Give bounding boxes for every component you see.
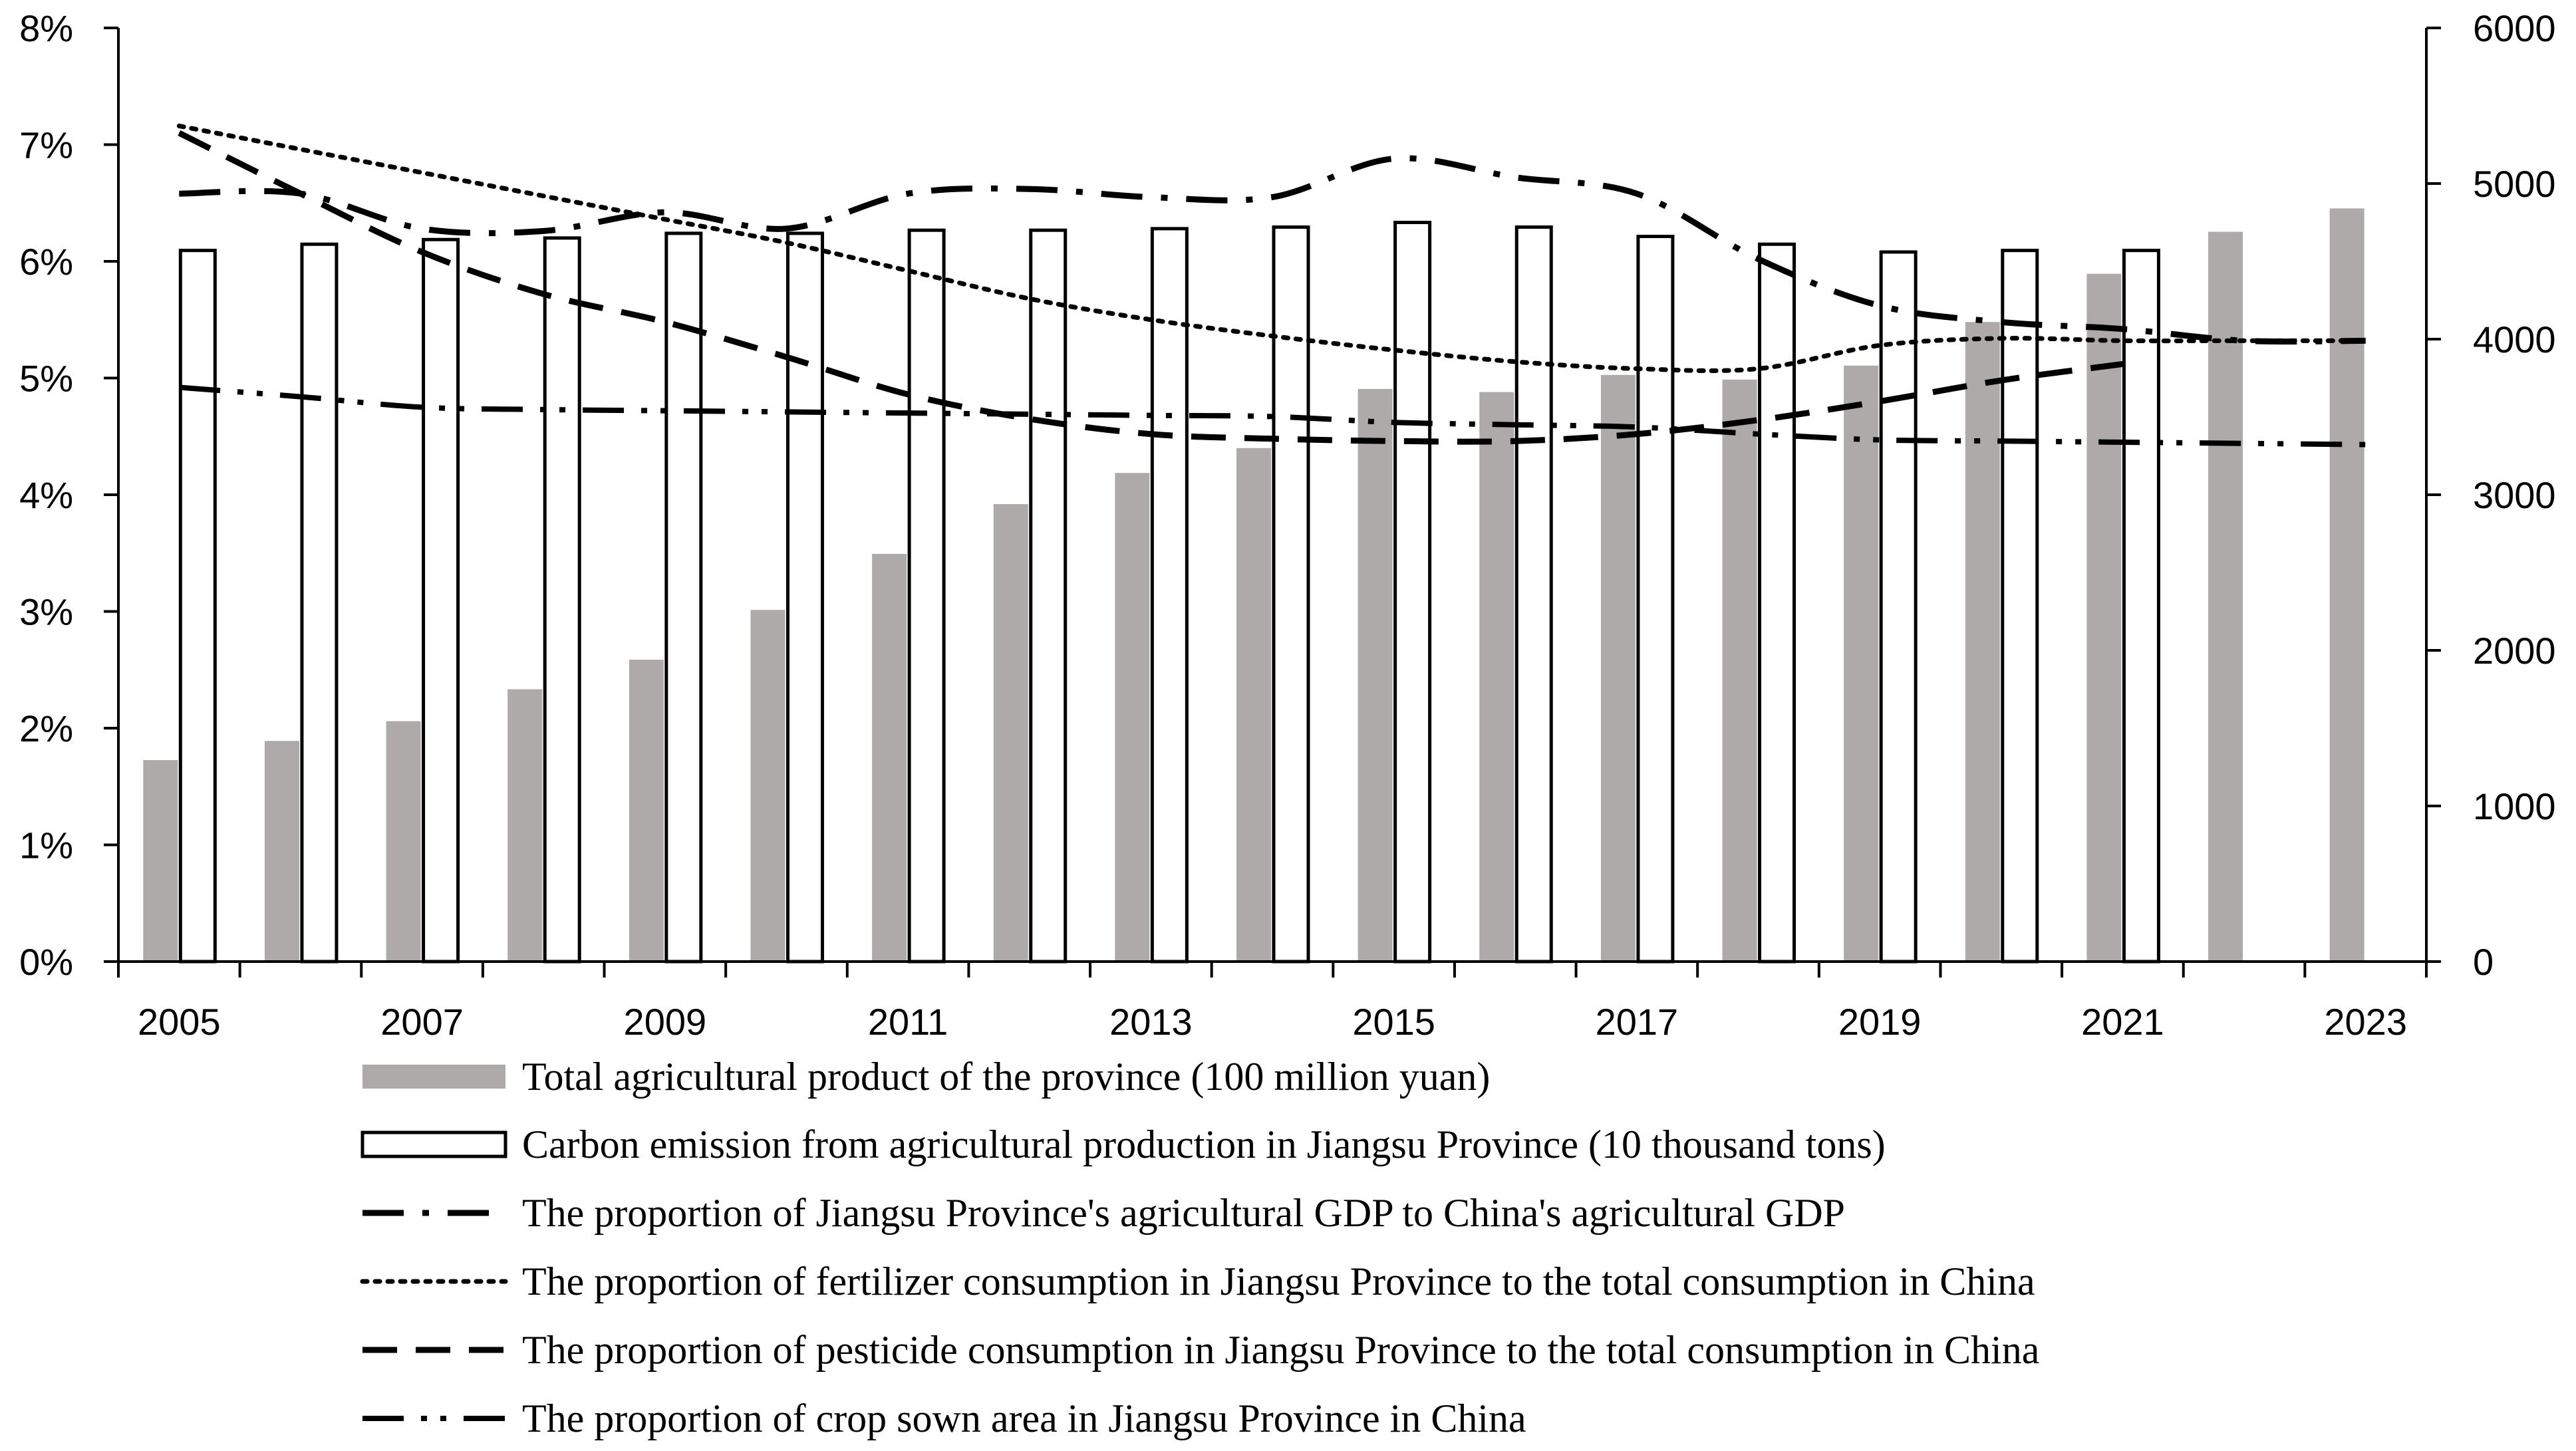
bar-carbon_emission-2019 <box>1879 250 1918 964</box>
line-gdp_share <box>179 155 2366 345</box>
x-tick-label: 2021 <box>2081 1001 2164 1043</box>
left-tick-label: 6% <box>19 241 73 283</box>
legend: Total agricultural product of the provin… <box>360 1055 2039 1440</box>
legend-item-total_agri_product: Total agricultural product of the provin… <box>362 1055 1490 1099</box>
left-tick-label: 4% <box>19 474 73 516</box>
bar-total_agri_product-2005 <box>143 759 178 962</box>
bar-total_agri_product-2011 <box>872 553 907 962</box>
left-tick-label: 7% <box>19 124 73 166</box>
bar-total_agri_product-2023 <box>2329 208 2364 962</box>
right-tick-label: 0 <box>2473 941 2494 983</box>
legend-label-gdp_share: The proportion of Jiangsu Province's agr… <box>522 1191 1845 1235</box>
legend-item-gdp_share: The proportion of Jiangsu Province's agr… <box>362 1191 1845 1235</box>
bar-total_agri_product-2010 <box>750 610 786 962</box>
x-tick-label: 2009 <box>624 1001 707 1043</box>
bar-total_agri_product-2019 <box>1844 365 1879 962</box>
left-tick-label: 3% <box>19 591 73 633</box>
bar-carbon_emission-2013 <box>1150 227 1189 964</box>
bar-total_agri_product-2014 <box>1236 448 1271 962</box>
bar-total_agri_product-2008 <box>507 689 543 962</box>
right-tick-label: 3000 <box>2473 474 2556 516</box>
legend-label-fertilizer_share: The proportion of fertilizer consumption… <box>522 1259 2035 1303</box>
x-tick-label: 2007 <box>380 1001 464 1043</box>
x-tick-label: 2023 <box>2324 1001 2407 1043</box>
bar-total_agri_product-2018 <box>1722 379 1757 962</box>
bar-total_agri_product-2013 <box>1115 473 1150 962</box>
line-fertilizer_share <box>176 123 2368 373</box>
right-tick-label: 1000 <box>2473 785 2556 827</box>
bar-total_agri_product-2020 <box>1965 322 2000 962</box>
legend-label-pesticide_share: The proportion of pesticide consumption … <box>522 1328 2039 1372</box>
left-tick-label: 8% <box>19 7 73 49</box>
bar-carbon_emission-2012 <box>1029 228 1068 964</box>
left-tick-label: 5% <box>19 358 73 400</box>
legend-item-fertilizer_share: The proportion of fertilizer consumption… <box>360 1259 2035 1303</box>
bar-total_agri_product-2009 <box>629 660 664 962</box>
bar-carbon_emission-2007 <box>422 237 460 964</box>
bar-total_agri_product-2006 <box>264 741 299 962</box>
bar-total_agri_product-2021 <box>2086 273 2122 962</box>
right-tick-label: 4000 <box>2473 319 2556 360</box>
legend-item-sown_area_share: The proportion of crop sown area in Jian… <box>362 1396 1526 1440</box>
bar-carbon_emission-2006 <box>300 242 339 964</box>
bar-total_agri_product-2012 <box>993 504 1028 962</box>
bar-carbon_emission-2011 <box>907 228 946 964</box>
x-tick-label: 2011 <box>868 1001 948 1043</box>
bar-total_agri_product-2016 <box>1479 392 1514 962</box>
bar-carbon_emission-2016 <box>1514 225 1553 964</box>
line-sown_area_share <box>179 384 2366 448</box>
left-tick-label: 1% <box>19 825 73 866</box>
bar-total_agri_product-2017 <box>1600 374 1636 962</box>
legend-swatch-carbon_emission <box>360 1130 507 1158</box>
x-tick-label: 2013 <box>1109 1001 1193 1043</box>
bar-carbon_emission-2018 <box>1758 242 1796 964</box>
bar-total_agri_product-2022 <box>2208 231 2243 962</box>
legend-swatch-total_agri_product <box>362 1065 505 1089</box>
bar-carbon_emission-2010 <box>786 231 824 964</box>
x-tick-label: 2015 <box>1352 1001 1435 1043</box>
bar-carbon_emission-2021 <box>2122 249 2160 964</box>
right-tick-label: 5000 <box>2473 163 2556 205</box>
line-pesticide_share <box>178 130 2124 445</box>
bar-carbon_emission-2005 <box>178 249 217 964</box>
legend-item-carbon_emission: Carbon emission from agricultural produc… <box>360 1122 1886 1166</box>
right-tick-label: 6000 <box>2473 7 2556 49</box>
legend-label-total_agri_product: Total agricultural product of the provin… <box>522 1055 1490 1099</box>
bar-carbon_emission-2015 <box>1393 221 1432 964</box>
x-tick-label: 2017 <box>1596 1001 1679 1043</box>
bar-carbon_emission-2008 <box>543 236 581 964</box>
bar-carbon_emission-2020 <box>2001 249 2039 964</box>
x-tick-label: 2019 <box>1838 1001 1922 1043</box>
right-tick-label: 2000 <box>2473 630 2556 672</box>
bar-series-carbon_emission <box>178 221 2160 964</box>
legend-item-pesticide_share: The proportion of pesticide consumption … <box>362 1328 2039 1372</box>
bar-series-total_agri_product <box>143 208 2364 962</box>
left-tick-label: 0% <box>19 941 73 983</box>
legend-label-sown_area_share: The proportion of crop sown area in Jian… <box>522 1396 1526 1440</box>
axes: 0% 1% 2% 3% 4% 5% 6% 7% 8% 0 1000 2000 3000 4000 5000 6… <box>19 7 2556 1043</box>
legend-label-carbon_emission: Carbon emission from agricultural produc… <box>522 1122 1886 1166</box>
bar-carbon_emission-2014 <box>1272 225 1310 964</box>
bar-carbon_emission-2017 <box>1636 235 1675 964</box>
bar-carbon_emission-2009 <box>664 231 703 964</box>
plot-area <box>143 123 2368 964</box>
left-tick-label: 2% <box>19 708 73 749</box>
x-tick-label: 2005 <box>138 1001 221 1043</box>
bar-total_agri_product-2015 <box>1358 388 1393 962</box>
bar-total_agri_product-2007 <box>386 721 421 962</box>
